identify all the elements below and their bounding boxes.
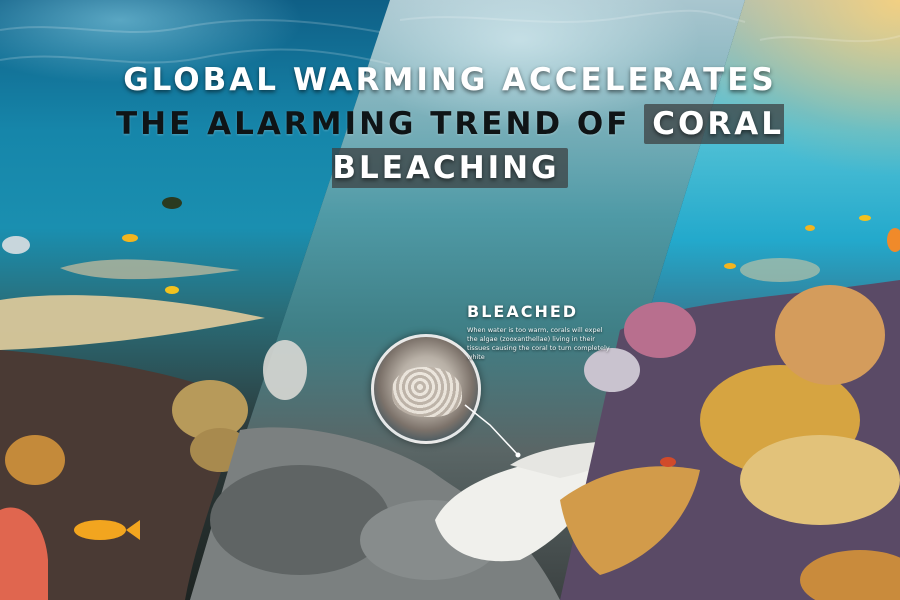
callout-title: BLEACHED	[467, 302, 579, 321]
headline-line-2-prefix: THE ALARMING TREND OF	[116, 106, 631, 142]
headline: GLOBAL WARMING ACCELERATES THE ALARMING …	[0, 60, 900, 190]
headline-line-1: GLOBAL WARMING ACCELERATES	[123, 62, 777, 98]
headline-line-2: THE ALARMING TREND OF CORAL BLEACHING	[0, 102, 900, 190]
bleached-coral-magnifier	[371, 334, 481, 444]
callout-body: When water is too warm, corals will expe…	[467, 326, 610, 361]
